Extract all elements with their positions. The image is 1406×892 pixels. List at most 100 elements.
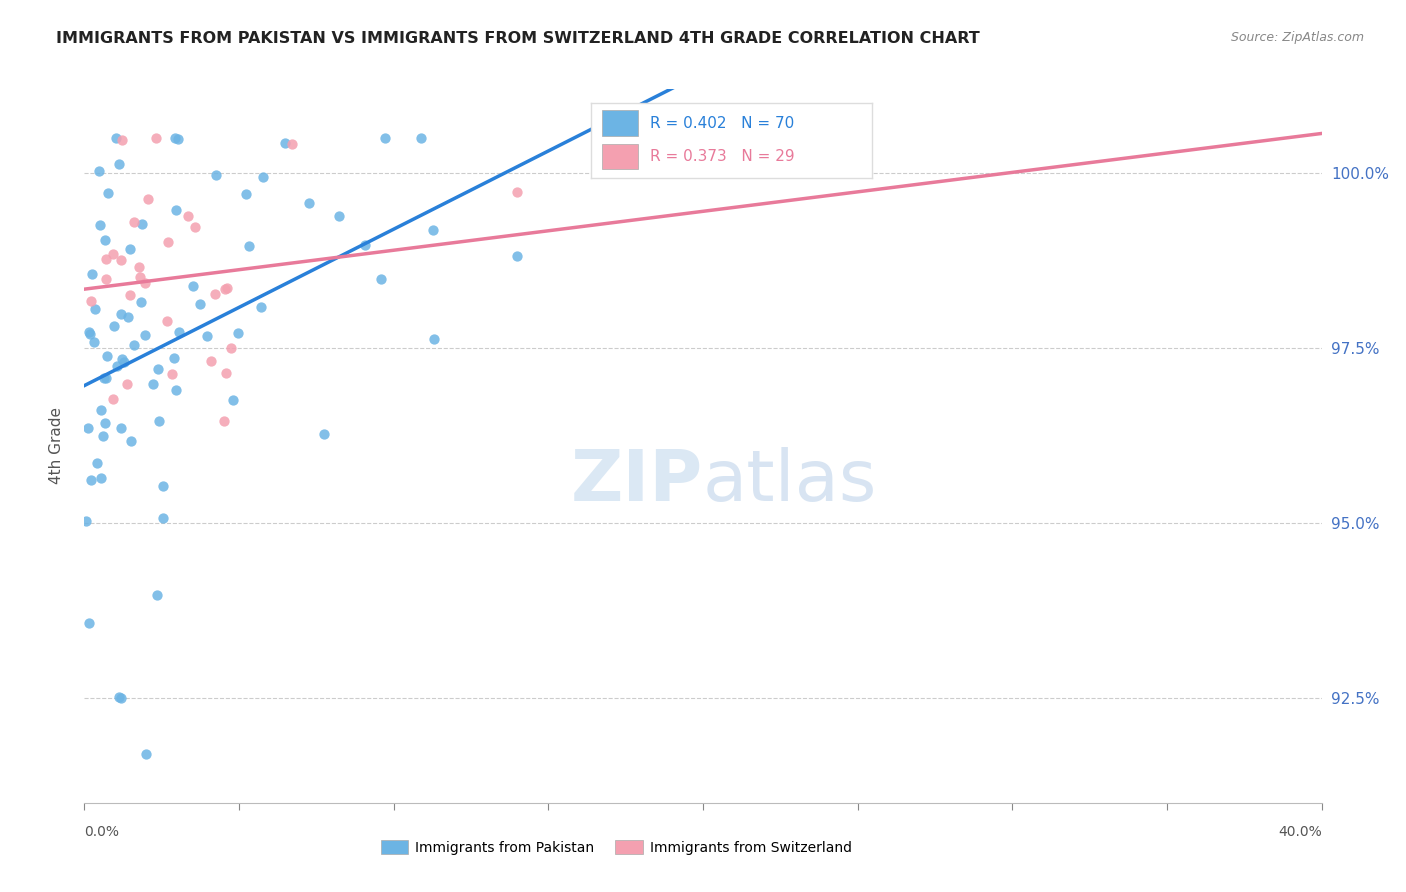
Point	[108, 690, 131, 704]
Point	[89, 164, 111, 178]
Point	[145, 131, 167, 145]
Text: R = 0.373   N = 29: R = 0.373 N = 29	[650, 149, 794, 164]
Point	[274, 136, 297, 151]
Point	[214, 367, 236, 381]
Point	[222, 392, 245, 407]
Point	[97, 186, 120, 200]
Y-axis label: 4th Grade: 4th Grade	[49, 408, 63, 484]
Point	[91, 429, 114, 443]
Point	[104, 131, 127, 145]
Point	[411, 131, 433, 145]
Point	[75, 514, 97, 528]
Point	[103, 318, 125, 333]
Point	[76, 421, 98, 435]
Point	[120, 434, 142, 448]
Point	[90, 471, 112, 485]
Point	[77, 616, 100, 631]
Point	[83, 334, 105, 349]
Point	[128, 260, 150, 275]
Point	[120, 287, 142, 301]
Point	[252, 169, 274, 184]
Point	[214, 282, 236, 296]
Point	[129, 269, 152, 284]
Point	[110, 690, 132, 705]
Point	[101, 247, 124, 261]
Point	[135, 747, 157, 761]
Point	[181, 279, 204, 293]
Point	[117, 310, 139, 324]
Point	[79, 327, 101, 342]
Point	[328, 209, 350, 223]
Point	[370, 272, 392, 286]
Point	[156, 235, 179, 250]
Point	[506, 249, 529, 263]
Point	[353, 238, 375, 252]
Point	[156, 313, 179, 327]
Point	[506, 185, 529, 199]
Point	[422, 223, 444, 237]
Point	[314, 427, 336, 442]
Point	[165, 384, 187, 398]
Point	[110, 307, 132, 321]
Point	[145, 588, 167, 602]
Point	[152, 479, 174, 493]
Point	[183, 220, 205, 235]
Bar	[602, 144, 638, 169]
Point	[80, 293, 103, 308]
Point	[166, 132, 188, 146]
Point	[195, 328, 218, 343]
Point	[423, 332, 446, 346]
Point	[115, 376, 138, 391]
Point	[80, 473, 103, 487]
Text: atlas: atlas	[703, 447, 877, 516]
Text: 40.0%: 40.0%	[1278, 825, 1322, 839]
Point	[83, 301, 105, 316]
Point	[101, 392, 124, 406]
Point	[219, 341, 242, 355]
Point	[129, 295, 152, 310]
Point	[204, 286, 226, 301]
Point	[94, 416, 117, 430]
Point	[298, 196, 321, 211]
Point	[93, 233, 115, 247]
Legend: Immigrants from Pakistan, Immigrants from Switzerland: Immigrants from Pakistan, Immigrants fro…	[375, 834, 858, 860]
Point	[111, 133, 134, 147]
Point	[112, 354, 135, 368]
Point	[217, 281, 239, 295]
Point	[82, 268, 104, 282]
Point	[131, 217, 153, 231]
Point	[96, 370, 118, 384]
Point	[167, 325, 190, 339]
Point	[93, 371, 115, 385]
Point	[281, 136, 304, 151]
Text: ZIP: ZIP	[571, 447, 703, 516]
Text: 0.0%: 0.0%	[84, 825, 120, 839]
Point	[205, 168, 228, 182]
Point	[86, 456, 108, 470]
Point	[111, 351, 134, 366]
Point	[160, 368, 183, 382]
Point	[165, 131, 187, 145]
Point	[134, 328, 156, 343]
Point	[226, 326, 249, 340]
Point	[188, 296, 211, 310]
Point	[122, 214, 145, 228]
Point	[212, 414, 235, 428]
Point	[374, 131, 396, 145]
Text: R = 0.402   N = 70: R = 0.402 N = 70	[650, 116, 794, 130]
Point	[96, 272, 118, 286]
Point	[136, 192, 159, 206]
Point	[77, 325, 100, 339]
Point	[94, 252, 117, 266]
Point	[235, 186, 257, 201]
Point	[142, 377, 165, 392]
Point	[238, 239, 260, 253]
Point	[90, 403, 112, 417]
Point	[96, 349, 118, 363]
Point	[177, 209, 200, 223]
Point	[165, 203, 187, 218]
Point	[146, 362, 169, 376]
Text: Source: ZipAtlas.com: Source: ZipAtlas.com	[1230, 31, 1364, 45]
Point	[110, 252, 132, 267]
Point	[148, 414, 170, 428]
